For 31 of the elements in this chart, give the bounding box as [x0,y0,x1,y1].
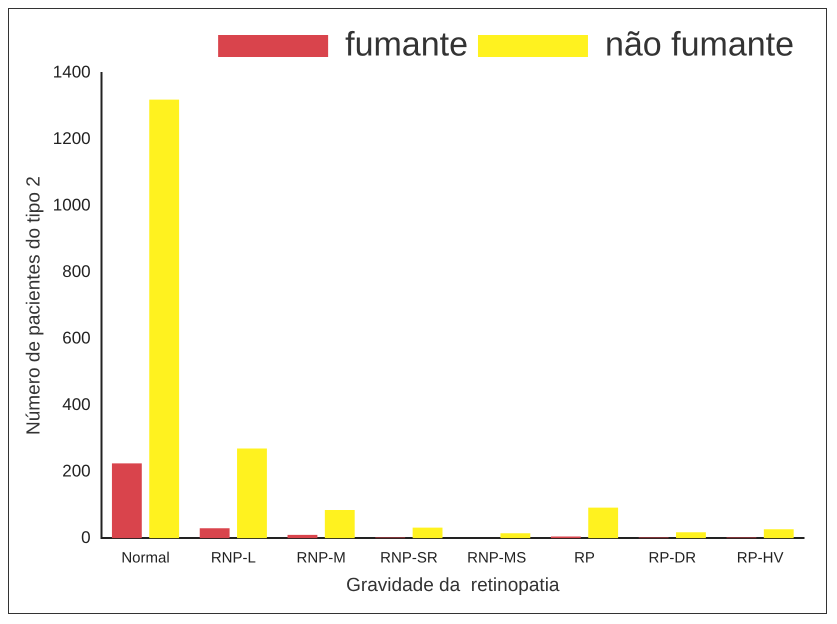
x-tick-label: Normal [121,549,170,566]
bar [500,533,530,538]
y-tick-label: 1200 [52,129,91,148]
bar [288,534,318,538]
y-tick-label: 0 [81,528,91,547]
x-tick-label: RNP-SR [380,549,438,566]
x-axis-title: Gravidade da retinopatia [346,574,560,596]
x-tick-label: RP-HV [736,549,784,566]
bar [200,528,230,538]
y-tick-label: 1400 [52,62,91,82]
bar [324,510,355,538]
bar [764,529,794,538]
legend-label: não fumante [604,25,794,64]
bar [237,448,267,538]
bar [149,100,180,538]
x-tick-label: RP-DR [648,549,696,566]
x-tick-label: RNP-M [296,549,346,566]
bar [676,532,706,538]
bar [588,508,618,538]
y-tick-label: 800 [62,262,91,282]
legend-label: fumante [345,25,468,64]
bar [412,528,442,538]
y-tick-label: 600 [62,328,91,348]
y-tick-label: 1000 [52,196,91,215]
y-tick-label: 400 [62,394,91,414]
x-tick-label: RNP-MS [467,549,526,566]
bar [112,463,142,538]
x-tick-label: RNP-L [210,549,256,566]
y-axis-title: Número de pacientes do tipo 2 [24,176,45,435]
y-tick-label: 200 [62,461,91,480]
x-tick-label: RP [574,549,595,566]
